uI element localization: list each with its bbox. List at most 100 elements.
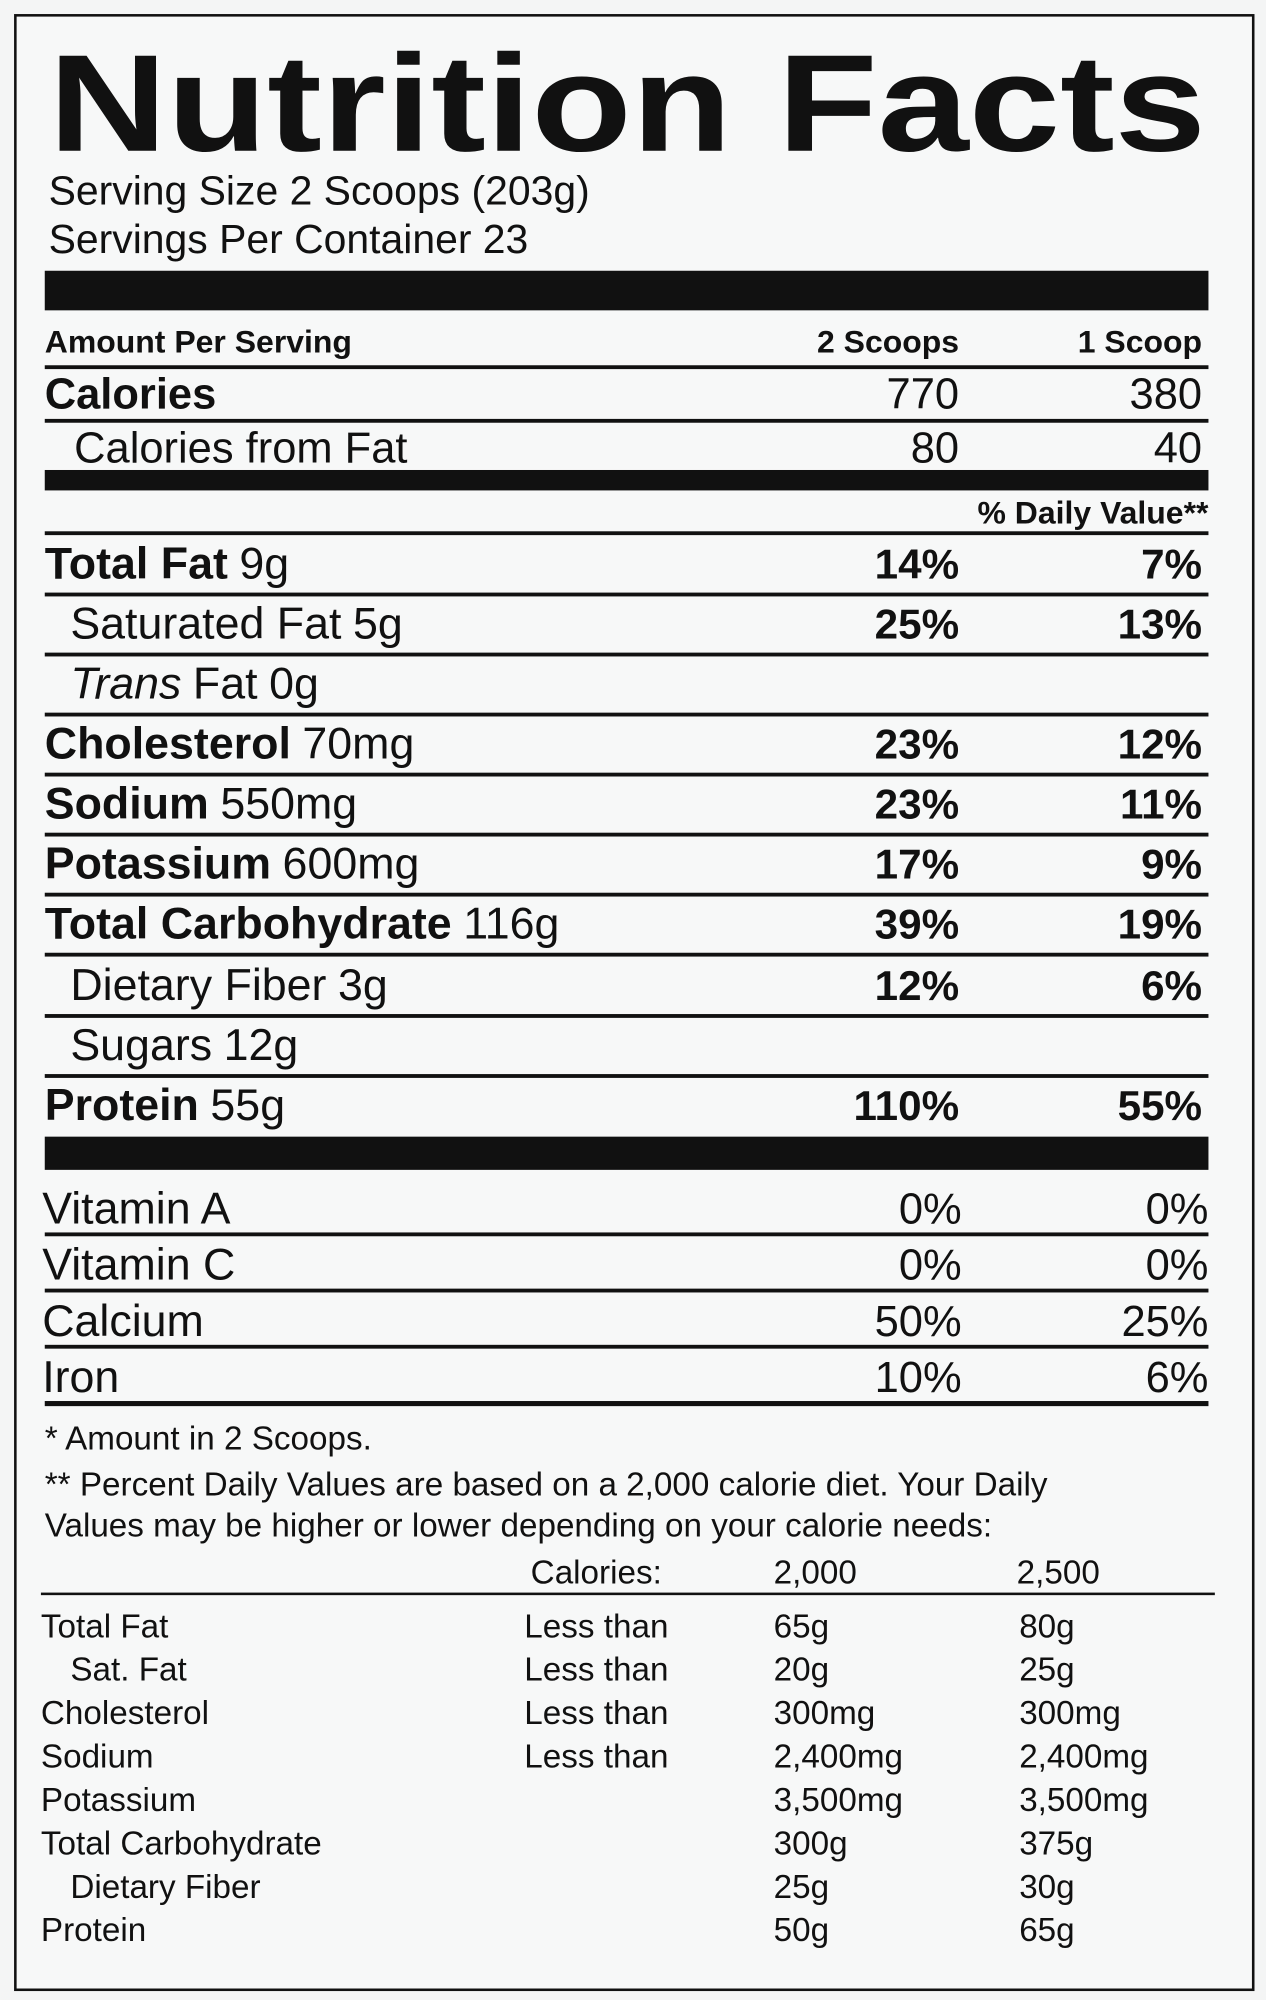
nutrient-name: Cholesterol bbox=[45, 720, 291, 769]
nutrient-name: Dietary Fiber bbox=[70, 961, 326, 1010]
daily-value: 12% bbox=[1118, 721, 1202, 768]
nutrient-name: Potassium 600mg bbox=[45, 840, 420, 889]
nutrient-name: Sodium 550mg bbox=[45, 780, 357, 829]
reference-value: 50g bbox=[774, 1912, 829, 1949]
rule bbox=[44, 418, 1209, 423]
reference-header: 2,000 bbox=[774, 1555, 857, 1592]
title: Nutrition Facts bbox=[49, 27, 1206, 181]
nutrient-name: Total Fat bbox=[45, 540, 228, 589]
nutrient-amount: 0g bbox=[269, 660, 319, 709]
daily-value: 6% bbox=[1141, 962, 1202, 1009]
calories-value: 770 bbox=[887, 371, 960, 419]
thick-rule bbox=[44, 469, 1209, 491]
nutrient-amount: 5g bbox=[353, 600, 403, 649]
reference-value: 25g bbox=[774, 1869, 829, 1906]
reference-nutrient: Cholesterol bbox=[41, 1695, 209, 1732]
nutrient-name: Total Carbohydrate 116g bbox=[45, 900, 560, 949]
calories-from-fat-label: Calories from Fat bbox=[74, 424, 407, 472]
reference-value: 300mg bbox=[774, 1695, 876, 1732]
rule bbox=[44, 1232, 1209, 1237]
vitamin-value: 25% bbox=[1121, 1298, 1208, 1346]
daily-value: 25% bbox=[875, 601, 959, 648]
daily-value: 13% bbox=[1118, 601, 1202, 648]
vitamin-value: 10% bbox=[875, 1354, 962, 1402]
label-border bbox=[14, 14, 1255, 1992]
reference-value: 65g bbox=[1019, 1912, 1074, 1949]
reference-value: 300mg bbox=[1019, 1695, 1121, 1732]
nutrient-name: Total Carbohydrate bbox=[45, 900, 452, 949]
vitamin-value: 50% bbox=[875, 1298, 962, 1346]
column-heading: 1 Scoop bbox=[1078, 324, 1202, 360]
reference-value: 65g bbox=[774, 1608, 829, 1645]
reference-nutrient: Sodium bbox=[41, 1739, 154, 1776]
rule bbox=[44, 772, 1209, 777]
nutrient-name: Saturated Fat bbox=[70, 600, 342, 649]
nutrient-name: Trans Fat 0g bbox=[70, 660, 319, 709]
daily-value: 19% bbox=[1118, 901, 1202, 948]
daily-value-heading: % Daily Value** bbox=[978, 495, 1210, 531]
nutrient-name: Potassium bbox=[45, 840, 271, 889]
daily-value: 23% bbox=[875, 781, 959, 828]
daily-value: 39% bbox=[875, 901, 959, 948]
daily-value: 23% bbox=[875, 721, 959, 768]
nutrient-name: Dietary Fiber 3g bbox=[70, 961, 387, 1010]
calories-label: Calories bbox=[45, 371, 217, 419]
vitamin-name: Iron bbox=[42, 1353, 119, 1402]
column-heading: 2 Scoops bbox=[817, 324, 959, 360]
nutrient-amount: 12g bbox=[224, 1021, 299, 1070]
rule bbox=[44, 952, 1209, 957]
nutrient-name: Total Fat 9g bbox=[45, 540, 289, 589]
reference-nutrient: Sat. Fat bbox=[70, 1652, 186, 1689]
rule bbox=[44, 592, 1209, 597]
daily-value: 110% bbox=[854, 1082, 960, 1129]
vitamin-name: Vitamin A bbox=[42, 1185, 230, 1234]
serving-size: Serving Size 2 Scoops (203g) bbox=[49, 167, 590, 213]
nutrient-name: Protein 55g bbox=[45, 1081, 285, 1130]
reference-limit: Less than bbox=[524, 1695, 668, 1732]
rule bbox=[44, 365, 1209, 370]
nutrient-amount: 9g bbox=[239, 540, 289, 589]
vitamin-value: 0% bbox=[899, 1186, 962, 1234]
reference-value: 300g bbox=[774, 1825, 848, 1862]
rule bbox=[44, 1401, 1209, 1407]
rule bbox=[44, 1344, 1209, 1349]
nutrient-name: Protein bbox=[45, 1081, 199, 1130]
calories-from-fat-value: 40 bbox=[1154, 424, 1202, 472]
reference-nutrient: Total Carbohydrate bbox=[41, 1825, 322, 1862]
reference-limit: Less than bbox=[524, 1608, 668, 1645]
footnote: Values may be higher or lower depending … bbox=[45, 1507, 992, 1544]
nutrient-name: Sugars 12g bbox=[70, 1021, 298, 1070]
reference-nutrient: Protein bbox=[41, 1912, 146, 1949]
nutrient-amount: 550mg bbox=[220, 780, 357, 829]
nutrient-amount: 116g bbox=[463, 900, 559, 949]
calories-value: 380 bbox=[1130, 371, 1203, 419]
reference-nutrient: Potassium bbox=[41, 1782, 196, 1819]
thick-rule bbox=[44, 1136, 1209, 1170]
rule bbox=[44, 892, 1209, 897]
rule bbox=[44, 1014, 1209, 1018]
reference-limit: Less than bbox=[524, 1739, 668, 1776]
daily-value: 55% bbox=[1118, 1082, 1202, 1129]
footnote: ** Percent Daily Values are based on a 2… bbox=[45, 1467, 1048, 1504]
reference-nutrient: Dietary Fiber bbox=[70, 1869, 260, 1906]
column-heading: Amount Per Serving bbox=[45, 324, 352, 360]
reference-value: 30g bbox=[1019, 1869, 1074, 1906]
rule bbox=[44, 1288, 1209, 1293]
vitamin-value: 0% bbox=[1146, 1186, 1209, 1234]
daily-value: 17% bbox=[875, 841, 959, 888]
vitamin-name: Calcium bbox=[42, 1297, 204, 1346]
rule bbox=[44, 531, 1209, 536]
reference-value: 3,500mg bbox=[1019, 1782, 1148, 1819]
reference-value: 3,500mg bbox=[774, 1782, 903, 1819]
daily-value: 9% bbox=[1141, 841, 1202, 888]
daily-value: 7% bbox=[1141, 541, 1202, 588]
reference-value: 2,400mg bbox=[774, 1739, 903, 1776]
footnote: * Amount in 2 Scoops. bbox=[45, 1421, 372, 1458]
reference-limit: Less than bbox=[524, 1652, 668, 1689]
reference-value: 375g bbox=[1019, 1825, 1093, 1862]
thick-rule bbox=[44, 270, 1209, 311]
rule bbox=[40, 1592, 1215, 1596]
daily-value: 12% bbox=[875, 962, 959, 1009]
